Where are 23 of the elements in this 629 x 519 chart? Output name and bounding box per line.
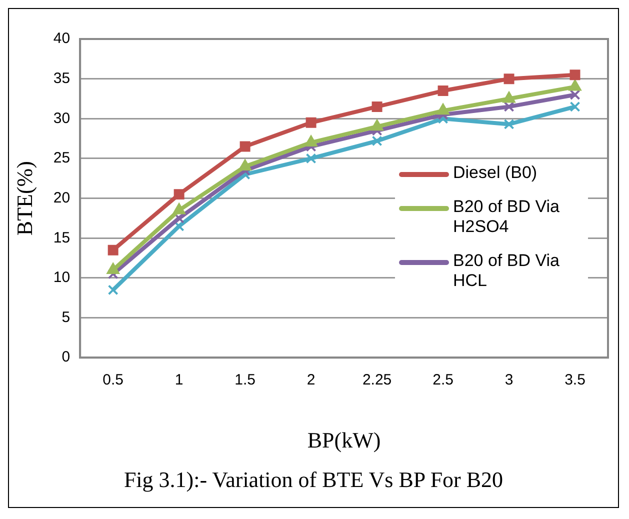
y-tick-label: 15 <box>53 229 70 246</box>
x-tick-label: 3 <box>504 372 514 389</box>
x-tick-label: 1.5 <box>234 372 256 389</box>
legend-label: Diesel (B0) <box>453 163 538 183</box>
y-tick-label: 30 <box>53 110 70 127</box>
x-axis-title: BP(kW) <box>307 428 381 453</box>
y-tick-label: 20 <box>53 189 70 206</box>
y-axis-title: BTE(%) <box>12 161 37 236</box>
legend-label: B20 of BD Via HCL <box>453 251 560 291</box>
y-tick-label: 40 <box>53 30 70 48</box>
x-tick-label: 3.5 <box>564 372 586 389</box>
x-tick-label: 2.25 <box>362 372 392 389</box>
x-tick-label: 1 <box>174 372 184 389</box>
x-tick-label: 2.5 <box>432 372 454 389</box>
y-tick-label: 0 <box>62 348 70 366</box>
x-tick-label: 0.5 <box>102 372 124 389</box>
y-tick-label: 25 <box>53 150 70 167</box>
y-tick-label: 10 <box>53 269 70 286</box>
legend-label: B20 of BD Via H2SO4 <box>453 197 560 237</box>
y-tick-label: 5 <box>62 308 70 326</box>
caption: Fig 3.1):- Variation of BTE Vs BP For B20 <box>122 467 504 493</box>
x-tick-label: 2 <box>306 372 316 389</box>
y-tick-label: 35 <box>53 70 70 87</box>
